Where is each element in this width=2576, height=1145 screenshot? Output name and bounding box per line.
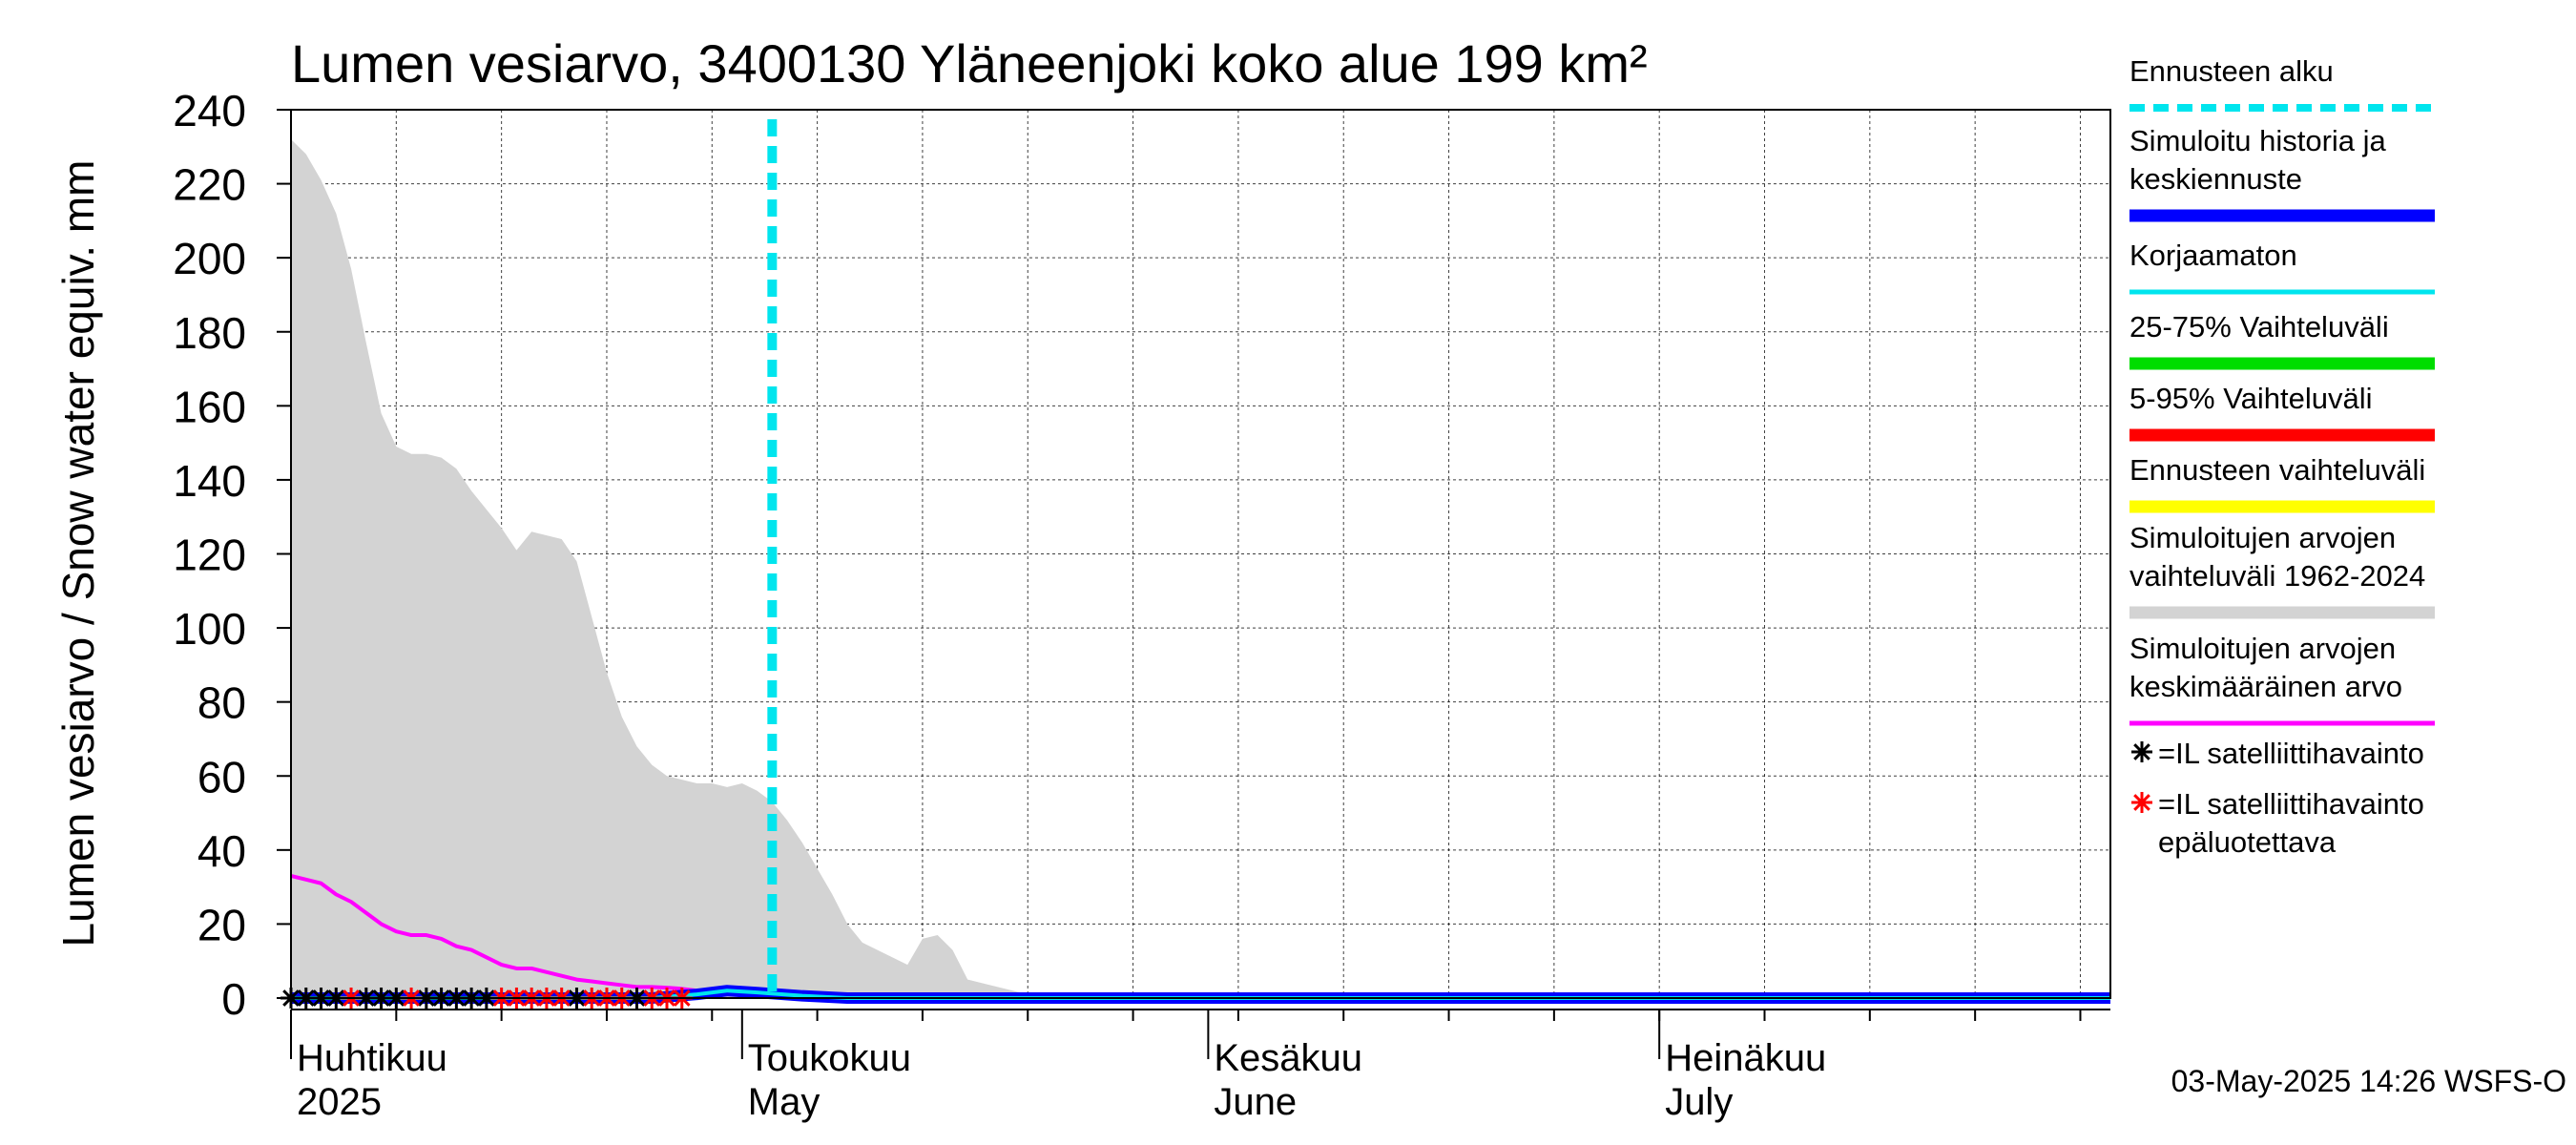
- x-year-label: 2025: [297, 1081, 382, 1123]
- legend-marker-icon: [2131, 792, 2152, 813]
- x-year-label: June: [1214, 1081, 1297, 1123]
- legend-item: =IL satelliittihavainto epäluotettava: [2131, 787, 2424, 859]
- x-month-label: Huhtikuu: [297, 1037, 447, 1079]
- legend-item: 5-95% Vaihteluväli: [2129, 382, 2435, 442]
- legend-item: Ennusteen vaihteluväli: [2129, 453, 2435, 513]
- legend-label: Simuloitujen arvojen: [2129, 632, 2396, 665]
- legend-label: Ennusteen vaihteluväli: [2129, 453, 2425, 487]
- x-month-label: Toukokuu: [748, 1037, 911, 1079]
- legend-label: 5-95% Vaihteluväli: [2129, 382, 2372, 415]
- y-tick-label: 120: [173, 531, 246, 580]
- plot-area: 0 20 40 60 80 100 120 140 160 180 200 220 240 Huhtiku…: [173, 86, 2111, 1123]
- y-tick-label: 160: [173, 382, 246, 431]
- legend-label: =IL satelliittihavainto: [2158, 737, 2424, 770]
- legend-item: 25-75% Vaihteluväli: [2129, 310, 2435, 370]
- legend-item: Ennusteen alku: [2129, 54, 2435, 112]
- legend: Ennusteen alku Simuloitu historia ja keski…: [2129, 54, 2435, 859]
- legend-label: keskimääräinen arvo: [2129, 670, 2402, 703]
- y-tick-label: 80: [197, 678, 246, 728]
- legend-item: Simuloitujen arvojen keskimääräinen arvo: [2129, 632, 2435, 726]
- chart-title: Lumen vesiarvo, 3400130 Yläneenjoki koko…: [291, 33, 1648, 94]
- y-tick-label: 0: [221, 974, 246, 1024]
- legend-marker-icon: [2131, 741, 2152, 762]
- y-tick-label: 180: [173, 308, 246, 358]
- y-tick-labels: 0 20 40 60 80 100 120 140 160 180 200 220 240: [173, 86, 291, 1024]
- y-tick-label: 20: [197, 900, 246, 949]
- legend-marker-icon-stroke: [2133, 743, 2150, 760]
- footer-timestamp: 03-May-2025 14:26 WSFS-O: [2171, 1064, 2566, 1098]
- y-tick-label: 60: [197, 752, 246, 802]
- y-tick-label: 40: [197, 826, 246, 876]
- legend-item: Simuloitujen arvojen vaihteluväli 1962-20…: [2129, 521, 2435, 619]
- x-month-label: Kesäkuu: [1214, 1037, 1362, 1079]
- legend-label: Korjaamaton: [2129, 239, 2297, 272]
- range-band-area: [291, 139, 2110, 999]
- legend-item: Simuloitu historia ja keskiennuste: [2129, 124, 2435, 222]
- legend-item: Korjaamaton: [2129, 239, 2435, 295]
- legend-label: epäluotettava: [2158, 825, 2337, 859]
- legend-label: 25-75% Vaihteluväli: [2129, 310, 2389, 344]
- legend-label: Ennusteen alku: [2129, 54, 2334, 88]
- y-tick-label: 200: [173, 234, 246, 283]
- legend-item: =IL satelliittihavainto: [2131, 737, 2424, 770]
- y-axis-label: Lumen vesiarvo / Snow water equiv. mm: [53, 160, 103, 947]
- legend-label: =IL satelliittihavainto: [2158, 787, 2424, 821]
- legend-label: Simuloitujen arvojen: [2129, 521, 2396, 554]
- y-tick-label: 240: [173, 86, 246, 135]
- y-tick-label: 100: [173, 604, 246, 654]
- x-year-label: May: [748, 1081, 821, 1123]
- legend-label: Simuloitu historia ja: [2129, 124, 2387, 157]
- x-year-label: July: [1665, 1081, 1733, 1123]
- y-tick-label: 220: [173, 160, 246, 210]
- y-tick-label: 140: [173, 456, 246, 506]
- legend-label: vaihteluväli 1962-2024: [2129, 559, 2425, 593]
- legend-label: keskiennuste: [2129, 162, 2302, 196]
- x-month-label: Heinäkuu: [1665, 1037, 1826, 1079]
- legend-marker-icon-stroke: [2133, 794, 2150, 811]
